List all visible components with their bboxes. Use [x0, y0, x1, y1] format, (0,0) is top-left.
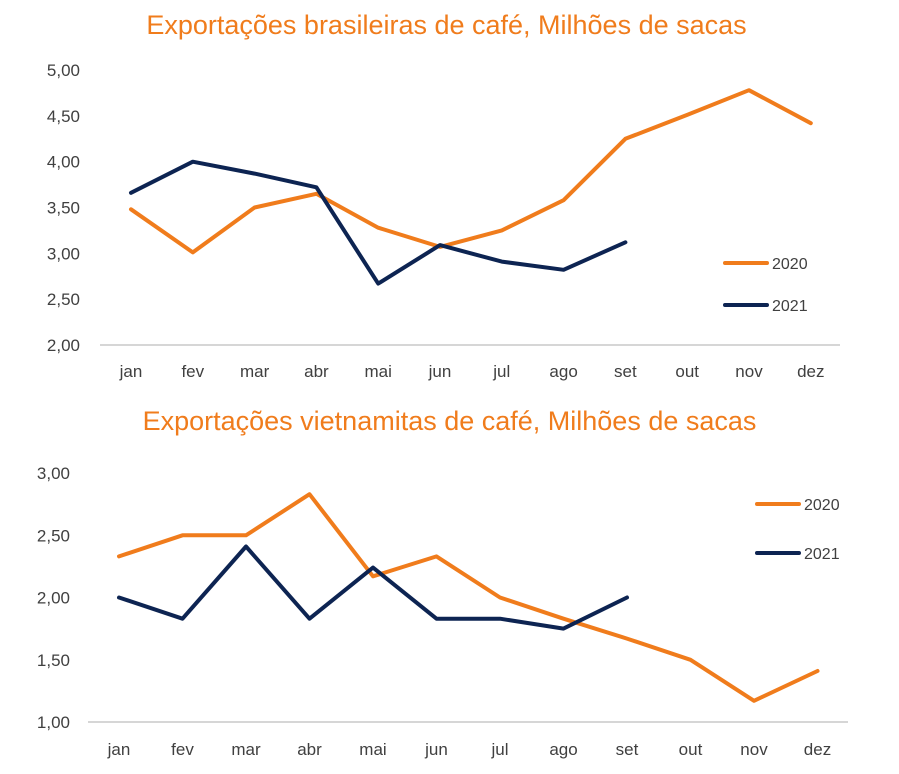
- x-tick-label: dez: [797, 362, 824, 381]
- x-tick-label: mai: [359, 740, 386, 759]
- x-tick-label: jun: [424, 740, 448, 759]
- x-tick-label: mar: [231, 740, 261, 759]
- x-tick-label: mai: [364, 362, 391, 381]
- x-tick-label: abr: [297, 740, 322, 759]
- series-line-2020: [129, 88, 813, 255]
- x-tick-label: jul: [492, 362, 510, 381]
- x-tick-label: out: [679, 740, 703, 759]
- y-tick-label: 2,00: [37, 589, 70, 608]
- x-tick-label: mar: [240, 362, 270, 381]
- x-tick-label: nov: [735, 362, 763, 381]
- series-line-2020: [117, 492, 820, 703]
- x-tick-label: ago: [549, 740, 577, 759]
- x-tick-label: jan: [107, 740, 131, 759]
- y-tick-label: 2,50: [37, 526, 70, 545]
- y-tick-label: 5,00: [47, 61, 80, 80]
- x-tick-label: fev: [181, 362, 204, 381]
- y-tick-label: 1,00: [37, 713, 70, 732]
- x-tick-label: set: [614, 362, 637, 381]
- legend-label-2020: 2020: [772, 256, 808, 273]
- series-line-2021: [129, 159, 628, 286]
- y-tick-label: 3,00: [37, 464, 70, 483]
- x-tick-label: abr: [304, 362, 329, 381]
- x-tick-label: jan: [119, 362, 143, 381]
- legend-label-2021: 2021: [804, 546, 840, 563]
- y-tick-label: 4,00: [47, 153, 80, 172]
- x-tick-label: jun: [428, 362, 452, 381]
- x-tick-label: out: [675, 362, 699, 381]
- y-tick-label: 1,50: [37, 651, 70, 670]
- legend-label-2020: 2020: [804, 497, 840, 514]
- x-tick-label: ago: [549, 362, 577, 381]
- chart-title-vietnam: Exportações vietnamitas de café, Milhões…: [142, 406, 757, 436]
- x-tick-label: fev: [171, 740, 194, 759]
- y-tick-label: 2,00: [47, 336, 80, 355]
- y-tick-label: 2,50: [47, 290, 80, 309]
- x-tick-label: set: [616, 740, 639, 759]
- y-tick-label: 3,50: [47, 199, 80, 218]
- x-tick-label: jul: [490, 740, 508, 759]
- legend-label-2021: 2021: [772, 298, 808, 315]
- series-line-2021: [117, 544, 629, 631]
- x-tick-label: dez: [804, 740, 831, 759]
- x-tick-label: nov: [740, 740, 768, 759]
- y-tick-label: 3,00: [47, 244, 80, 263]
- chart-title-brazil: Exportações brasileiras de café, Milhões…: [146, 10, 747, 40]
- y-tick-label: 4,50: [47, 107, 80, 126]
